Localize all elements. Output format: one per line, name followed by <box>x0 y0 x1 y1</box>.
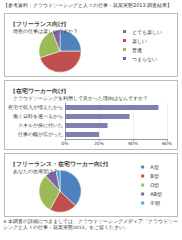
svg-text:つまらない: つまらない <box>132 56 157 62</box>
svg-text:楽しい: 楽しい <box>132 38 147 44</box>
svg-text:AB型: AB型 <box>150 191 162 197</box>
svg-text:A型: A型 <box>150 164 158 170</box>
svg-text:不明: 不明 <box>150 200 160 206</box>
svg-text:[フリーランス・在宅ワーカー向け]: [フリーランス・在宅ワーカー向け] <box>13 161 108 167</box>
svg-text:働く日時を選べるから: 働く日時を選べるから <box>13 113 63 119</box>
svg-text:在宅で収入が増えたから: 在宅で収入が増えたから <box>8 104 63 110</box>
svg-text:20%: 20% <box>94 141 105 146</box>
svg-text:スキルが身に付いた: スキルが身に付いた <box>18 122 63 128</box>
html-text:【参考資料：クラウドソーシングと人々の仕事・就業実態2013: 【参考資料：クラウドソーシングと人々の仕事・就業実態2013 調査結果】 <box>3 2 173 8</box>
svg-text:[フリーランス向け]: [フリーランス向け] <box>13 21 66 27</box>
svg-text:B型: B型 <box>150 173 158 179</box>
svg-text:[在宅ワーカー向け]: [在宅ワーカー向け] <box>13 88 66 94</box>
svg-text:クラウドソーシングを利用して良かった理由はなんですか？: クラウドソーシングを利用して良かった理由はなんですか？ <box>13 95 148 101</box>
html-text:※ 本調査の詳細につきましては、クラウドソーシングメディア「: ※ 本調査の詳細につきましては、クラウドソーシングメディア「クラウドソーシングと… <box>3 219 179 230</box>
svg-text:とても楽しい: とても楽しい <box>132 29 162 35</box>
svg-text:あなたの血液型は？: あなたの血液型は？ <box>13 168 58 174</box>
svg-text:60%: 60% <box>162 141 173 146</box>
svg-text:仕事の幅が広がった: 仕事の幅が広がった <box>17 131 63 137</box>
svg-text:現在の仕事は楽しいですか？: 現在の仕事は楽しいですか？ <box>13 28 78 34</box>
svg-text:0%: 0% <box>61 141 69 146</box>
svg-text:普通: 普通 <box>132 47 142 53</box>
svg-text:O型: O型 <box>150 182 159 188</box>
svg-text:40%: 40% <box>128 141 139 146</box>
